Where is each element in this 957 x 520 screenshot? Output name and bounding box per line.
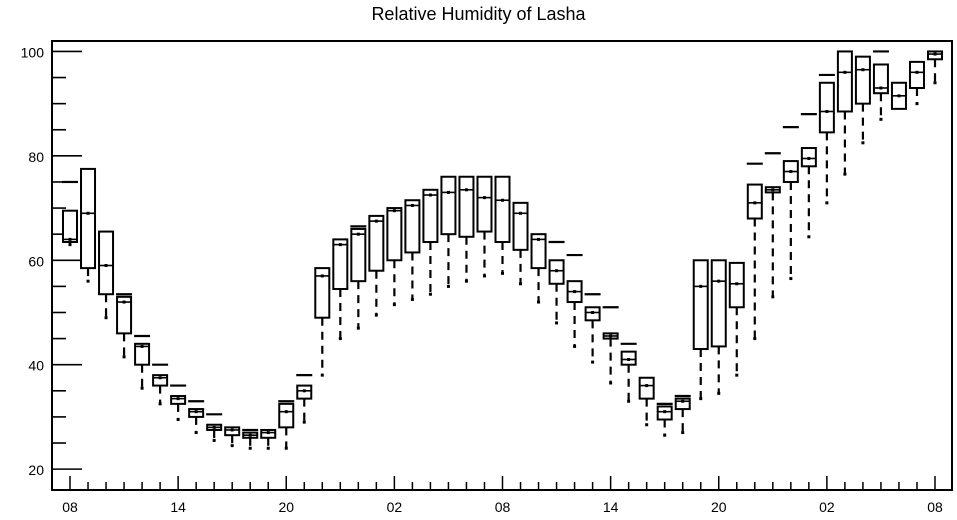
box-center-marker <box>645 384 649 388</box>
box-center-marker <box>446 190 450 194</box>
box-center-marker <box>843 70 847 74</box>
box-iqr <box>368 214 385 272</box>
box-iqr <box>908 60 925 89</box>
box-iqr <box>854 55 871 105</box>
x-tick-label: 08 <box>927 499 943 515</box>
box-center-marker <box>212 425 216 429</box>
box-center-marker <box>320 274 324 278</box>
box-center-marker <box>627 357 631 361</box>
box-iqr <box>818 81 835 134</box>
x-tick-label: 02 <box>387 499 403 515</box>
box-center-marker <box>338 243 342 247</box>
box-center-marker <box>122 300 126 304</box>
box-iqr <box>494 175 511 244</box>
box-center-marker <box>861 68 865 72</box>
box-iqr <box>440 175 457 236</box>
box-center-marker <box>807 156 811 160</box>
x-tick-label: 08 <box>495 499 511 515</box>
box-center-marker <box>915 70 919 74</box>
box-center-marker <box>789 170 793 174</box>
box-iqr <box>332 238 349 290</box>
box-center-marker <box>104 264 108 267</box>
box-center-marker <box>663 410 667 414</box>
box-iqr <box>476 175 493 233</box>
box-center-marker <box>464 188 468 192</box>
box-iqr <box>530 233 547 270</box>
x-tick-label: 20 <box>278 499 294 515</box>
y-tick-label: 60 <box>28 253 44 269</box>
box-center-marker <box>771 188 775 192</box>
box-center-marker <box>897 94 901 98</box>
x-tick-label: 02 <box>819 499 835 515</box>
y-tick-label: 100 <box>21 44 45 60</box>
box-center-marker <box>86 211 90 215</box>
box-iqr <box>512 201 529 251</box>
box-center-marker <box>609 334 613 338</box>
box-center-marker <box>410 203 414 207</box>
x-tick-label: 14 <box>170 499 186 515</box>
box-center-marker <box>699 284 703 288</box>
box-iqr <box>422 188 439 244</box>
box-center-marker <box>284 410 288 414</box>
box-iqr <box>314 267 331 319</box>
box-iqr <box>638 376 655 400</box>
box-iqr <box>674 397 691 411</box>
box-iqr <box>692 259 709 351</box>
box-center-marker <box>374 219 378 223</box>
box-iqr <box>350 227 367 283</box>
x-tick-label: 08 <box>62 499 78 515</box>
y-tick-label: 40 <box>28 358 44 374</box>
box-center-marker <box>933 52 937 56</box>
box-iqr <box>278 402 295 429</box>
box-center-marker <box>266 431 270 435</box>
box-iqr <box>62 209 78 244</box>
box-center-marker <box>573 290 577 294</box>
box-center-marker <box>717 279 721 283</box>
box-center-marker <box>753 201 757 205</box>
box-center-marker <box>537 237 541 241</box>
plot-frame <box>51 40 953 491</box>
box-center-marker <box>392 209 396 213</box>
box-iqr <box>152 374 169 387</box>
box-center-marker <box>230 428 234 432</box>
box-iqr <box>710 259 727 348</box>
box-iqr <box>98 230 115 296</box>
box-iqr <box>458 175 475 238</box>
box-center-marker <box>825 109 829 113</box>
box-iqr <box>80 167 97 270</box>
box-iqr <box>134 342 151 366</box>
box-iqr <box>836 50 853 113</box>
box-center-marker <box>248 433 252 437</box>
box-iqr <box>872 63 889 95</box>
box-center-marker <box>302 389 306 393</box>
box-center-marker <box>519 211 523 215</box>
box-center-marker <box>879 86 883 90</box>
box-center-marker <box>158 376 162 380</box>
box-center-marker <box>194 410 198 414</box>
box-center-marker <box>735 282 739 286</box>
box-iqr <box>386 207 403 262</box>
box-center-marker <box>68 237 72 241</box>
box-center-marker <box>356 232 360 236</box>
box-center-marker <box>591 310 595 314</box>
box-center-marker <box>555 269 559 273</box>
x-tick-label: 20 <box>711 499 727 515</box>
box-center-marker <box>681 399 685 403</box>
x-tick-label: 14 <box>603 499 619 515</box>
y-tick-label: 20 <box>28 462 44 478</box>
box-center-marker <box>482 196 486 200</box>
y-tick-label: 80 <box>28 149 44 165</box>
box-center-marker <box>501 198 504 202</box>
box-center-marker <box>140 344 144 348</box>
box-center-marker <box>176 397 180 401</box>
chart-title: Relative Humidity of Lasha <box>371 4 586 24</box>
box-center-marker <box>428 193 432 197</box>
box-iqr <box>116 295 133 335</box>
box-iqr <box>404 199 421 254</box>
